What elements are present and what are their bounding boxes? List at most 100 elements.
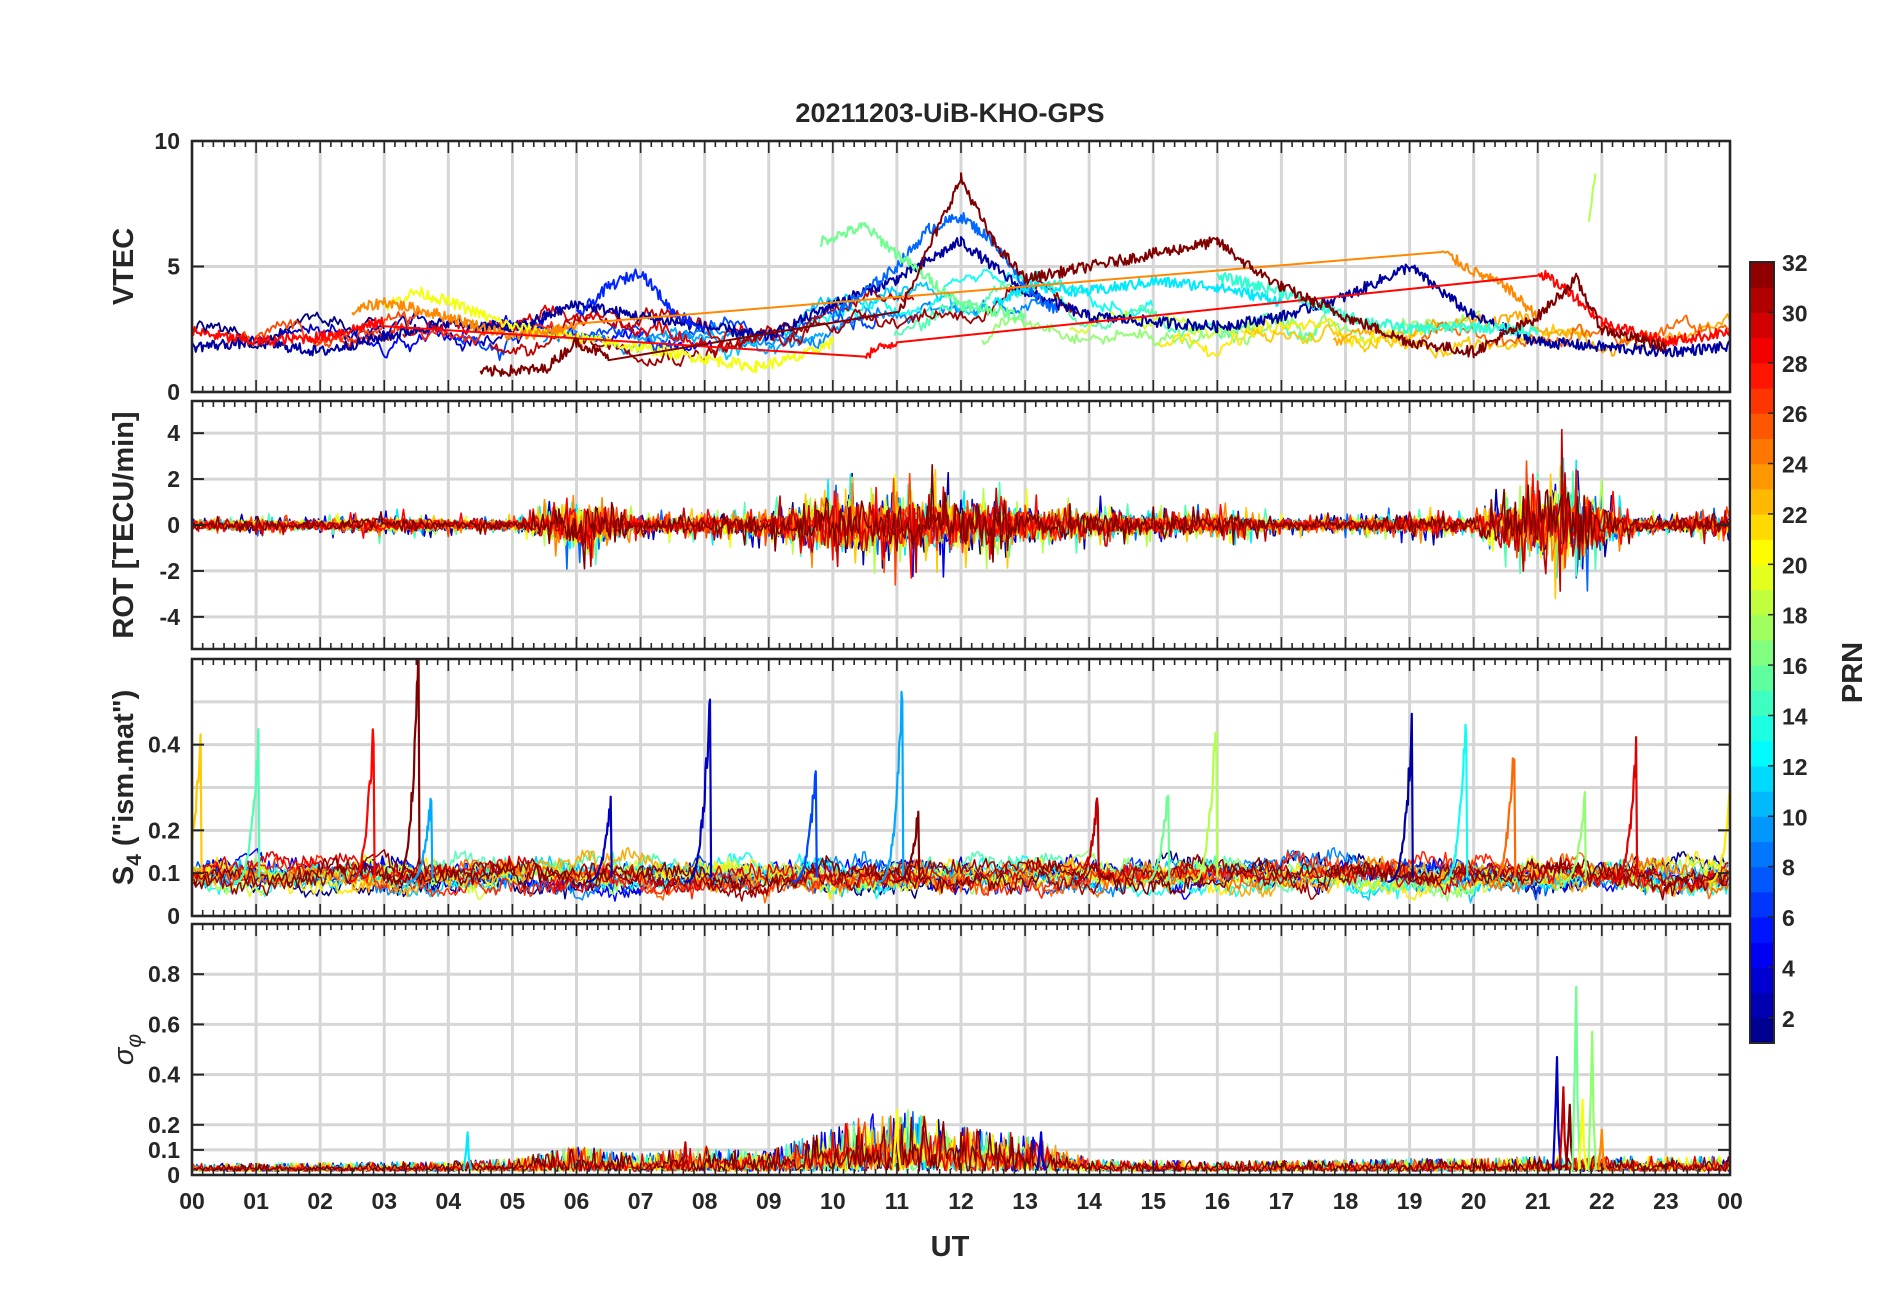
s4-spike-prn-15 bbox=[233, 728, 261, 883]
series-group bbox=[192, 172, 1730, 377]
vtec-series-prn-28 bbox=[192, 269, 1730, 359]
vtec-series-prn-6 bbox=[575, 268, 706, 332]
vtec-series-prn-8 bbox=[831, 212, 1059, 320]
x-tick-label: 02 bbox=[307, 1188, 333, 1214]
s4-spike-prn-21 bbox=[1707, 779, 1730, 883]
colorbar-tick-label: 2 bbox=[1782, 1006, 1795, 1032]
colorbar-segment bbox=[1750, 463, 1774, 490]
colorbar-segment bbox=[1750, 513, 1774, 540]
vtec-series-prn-25 bbox=[1420, 314, 1730, 348]
colorbar-segment bbox=[1750, 690, 1774, 717]
colorbar-segment bbox=[1750, 362, 1774, 389]
sigma-spike-prn-24 bbox=[1596, 1128, 1607, 1171]
colorbar-tick-label: 26 bbox=[1782, 401, 1808, 427]
s4-spike-prn-29 bbox=[1611, 736, 1639, 883]
y-tick-label: 0.4 bbox=[148, 732, 180, 758]
y-tick-label: 2 bbox=[167, 466, 180, 492]
colorbar-segment bbox=[1750, 816, 1774, 843]
x-tick-label: 13 bbox=[1012, 1188, 1038, 1214]
colorbar-segment bbox=[1750, 866, 1774, 893]
series-group bbox=[192, 428, 1730, 600]
s4-spike-prn-3 bbox=[685, 698, 713, 883]
colorbar-segment bbox=[1750, 312, 1774, 339]
s4-spike-prn-10 bbox=[406, 797, 434, 883]
colorbar-tick-label: 24 bbox=[1782, 452, 1808, 478]
y-tick-label: 0 bbox=[167, 512, 180, 538]
s4-series-prn-31 bbox=[192, 849, 1729, 902]
colorbar-segment bbox=[1750, 413, 1774, 439]
x-tick-label: 21 bbox=[1525, 1188, 1551, 1214]
x-tick-label: 08 bbox=[692, 1188, 718, 1214]
y-tick-label: 10 bbox=[154, 128, 180, 154]
colorbar-tick-label: 30 bbox=[1782, 300, 1808, 326]
x-tick-label: 19 bbox=[1397, 1188, 1423, 1214]
vtec-series-prn-15 bbox=[893, 280, 1319, 341]
colorbar-segment bbox=[1750, 387, 1774, 414]
panel-rot: -4 -2 0 2 4 ROT [TECU/min] bbox=[108, 399, 1732, 651]
s4-spike-prn-18 bbox=[1191, 731, 1219, 883]
colorbar-segment bbox=[1750, 589, 1774, 616]
y-tick-label: 0 bbox=[167, 1162, 180, 1188]
y-tick-label: 0.4 bbox=[148, 1062, 180, 1088]
colorbar-segment bbox=[1750, 1017, 1774, 1044]
sigma-spike-prn-3 bbox=[1552, 1055, 1562, 1171]
s4-series-prn-32 bbox=[192, 855, 1729, 901]
vtec-series-prn-18 bbox=[1588, 173, 1597, 222]
s4-spike-prn-17 bbox=[1559, 791, 1587, 883]
colorbar-segment bbox=[1750, 715, 1774, 742]
rot-series-prn-32 bbox=[192, 464, 1730, 570]
colorbar-label: PRN bbox=[1837, 642, 1869, 703]
colorbar-segment bbox=[1750, 262, 1774, 288]
sigma-spike-prn-20 bbox=[892, 1108, 902, 1171]
s4-spike-prn-30 bbox=[1072, 797, 1100, 883]
x-tick-label: 05 bbox=[500, 1188, 526, 1214]
y-tick-label: -4 bbox=[160, 604, 181, 630]
x-tick-label: 14 bbox=[1076, 1188, 1102, 1214]
colorbar-segment bbox=[1750, 992, 1774, 1019]
y-axis-label: σφ bbox=[108, 1034, 146, 1066]
x-tick-label: 04 bbox=[436, 1188, 462, 1214]
x-tick-label: 20 bbox=[1461, 1188, 1487, 1214]
sigma-spike-prn-16 bbox=[1571, 985, 1582, 1171]
sigma-spike-prn-12 bbox=[462, 1131, 473, 1171]
s4-spike-prn-25 bbox=[1489, 757, 1517, 883]
colorbar-segment bbox=[1750, 791, 1774, 817]
sigma-spike-prn-30 bbox=[680, 1141, 691, 1171]
s4-spike-prn-22 bbox=[192, 733, 203, 878]
x-tick-label: 16 bbox=[1205, 1188, 1231, 1214]
panel-s4: 0 0.1 0.2 0.4S4 ("ism.mat") bbox=[108, 657, 1732, 929]
sigma-spike-prn-17 bbox=[1587, 1030, 1598, 1171]
s4-spike-prn-32 bbox=[393, 659, 421, 883]
panel-vtec: 0 5 10 VTEC bbox=[108, 128, 1732, 405]
x-tick-label: 10 bbox=[820, 1188, 846, 1214]
y-tick-label: 0.2 bbox=[148, 817, 180, 843]
colorbar-tick-label: 22 bbox=[1782, 502, 1808, 528]
colorbar-segment bbox=[1750, 438, 1774, 465]
colorbar-segment bbox=[1750, 917, 1774, 943]
vtec-series-prn-16 bbox=[819, 222, 1027, 323]
colorbar-segment bbox=[1750, 665, 1774, 691]
x-tick-label: 00 bbox=[1717, 1188, 1743, 1214]
x-tick-label: 23 bbox=[1653, 1188, 1679, 1214]
colorbar-tick-label: 4 bbox=[1782, 955, 1795, 981]
colorbar-tick-label: 10 bbox=[1782, 804, 1808, 830]
colorbar-tick-label: 14 bbox=[1782, 703, 1808, 729]
y-tick-label: 0.2 bbox=[148, 1112, 180, 1138]
s4-spike-prn-10 bbox=[877, 690, 905, 883]
s4-spike-prn-16 bbox=[1143, 794, 1171, 883]
colorbar-tick-label: 28 bbox=[1782, 351, 1808, 377]
colorbar-segment bbox=[1750, 564, 1774, 591]
colorbar-segment bbox=[1750, 337, 1774, 364]
colorbar-tick-label: 32 bbox=[1782, 250, 1808, 276]
y-tick-label: -2 bbox=[160, 558, 180, 584]
y-tick-label: 0.8 bbox=[148, 961, 180, 987]
vtec-series-prn-32 bbox=[479, 172, 1667, 377]
series-group bbox=[192, 659, 1730, 904]
x-axis: 00 01 02 03 04 05 06 07 08 09 10 11 12 13 14 15 16 17 18 19… bbox=[179, 1188, 1743, 1214]
x-tick-label: 06 bbox=[564, 1188, 590, 1214]
colorbar-tick-label: 18 bbox=[1782, 603, 1808, 629]
x-tick-label: 12 bbox=[948, 1188, 974, 1214]
y-tick-label: 0 bbox=[167, 379, 180, 405]
x-tick-label: 18 bbox=[1333, 1188, 1359, 1214]
